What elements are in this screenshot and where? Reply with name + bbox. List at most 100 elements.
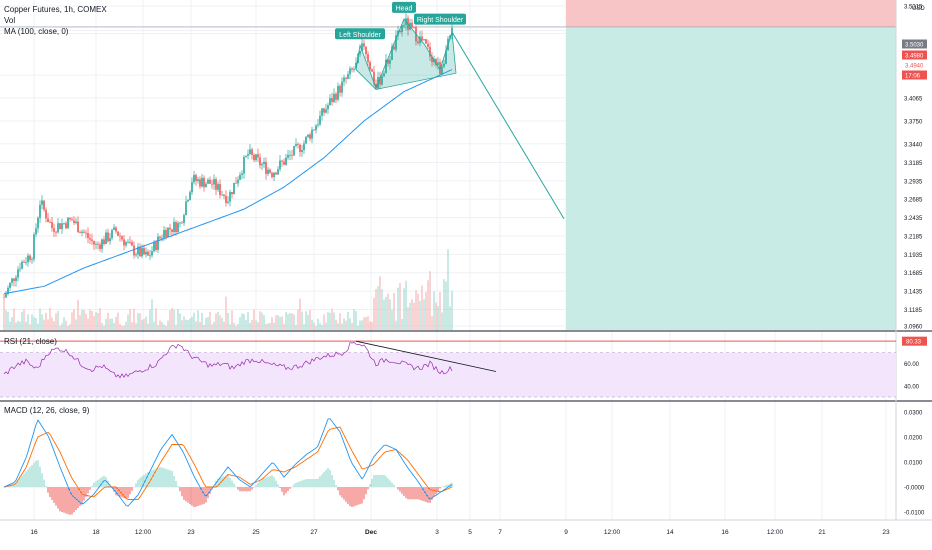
volume-bar [215,313,217,330]
volume-bar [25,321,27,330]
macd-hist-bar [431,487,433,500]
head-shoulders-shape [355,18,457,90]
candle [201,177,203,187]
macd-hist-bar [335,485,337,488]
rsi-badge-bg [902,336,927,346]
macd-hist-bar [265,477,267,488]
candle [71,219,73,221]
macd-hist-bar [45,486,47,488]
volume-bar [173,309,175,330]
volume-bar [373,297,375,330]
time-tick: 21 [818,529,826,536]
volume-bar [279,316,281,330]
price-tick: 3.1185 [904,308,923,314]
macd-hist-bar [369,484,371,488]
candle [25,262,27,264]
volume-bar [101,322,103,330]
volume-bar [321,324,323,330]
volume-bar [59,325,61,330]
macd-hist-bar [237,487,239,490]
rsi-trendline [355,340,497,372]
macd-hist-bar [165,468,167,488]
price-tick: 3.0960 [904,325,923,331]
macd-hist-bar [401,487,403,494]
candle [89,237,91,240]
projection-line [451,31,565,219]
macd-hist-bar [179,487,181,492]
volume-bar [207,317,209,330]
candle [239,174,241,180]
volume-bar [229,324,231,330]
rsi-band [0,352,896,397]
macd-hist-bar [27,469,29,488]
macd-hist-bar [41,473,43,488]
candle [351,68,353,70]
volume-bar [235,325,237,330]
macd-hist-bar [171,471,173,488]
candle [369,61,371,70]
volume-bar [155,308,157,330]
macd-hist-bar [251,487,253,490]
macd-hist-bar [235,486,237,488]
macd-hist-bar [355,487,357,506]
volume-bar [243,314,245,330]
candle [129,241,131,243]
candle [149,255,151,257]
macd-hist-bar [195,487,197,507]
candle [253,154,255,161]
candle [251,149,253,155]
candle [235,182,237,184]
candle [111,229,113,239]
candle [451,27,453,36]
volume-bar [129,308,131,330]
candle [39,204,41,218]
candle [33,234,35,260]
candle [83,231,85,233]
volume-bar [127,314,129,330]
candle [393,46,395,50]
volume-bar [395,320,397,330]
volume-bar [345,320,347,330]
macd-hist-bar [49,487,51,498]
volume-bar [307,314,309,330]
candle [215,179,217,190]
macd-hist-bar [155,468,157,488]
volume-bar [33,317,35,330]
macd-hist-bar [47,487,49,493]
candle [41,200,43,205]
macd-hist-bar [317,478,319,488]
volume-bar [55,313,57,330]
volume-bar [125,321,127,330]
volume-bar [267,323,269,330]
volume-bar [5,310,7,330]
macd-hist-bar [63,487,65,513]
candle [293,145,295,156]
volume-bar [311,319,313,330]
volume-bar [227,312,229,330]
macd-hist-bar [227,475,229,488]
time-tick: 12:00 [135,529,152,536]
candle [389,59,391,64]
macd-hist-bar [271,475,273,488]
volume-bar [331,308,333,330]
candle [179,222,181,224]
macd-hist-bar [101,477,103,488]
volume-bar [407,307,409,330]
volume-bar [359,320,361,330]
macd-hist-bar [257,482,259,488]
volume-bar [29,324,31,330]
macd-hist-bar [309,479,311,488]
volume-bar [157,325,159,330]
macd-hist-bar [205,487,207,503]
candle [29,255,31,260]
macd-hist-bar [103,475,105,488]
volume-bar [147,323,149,330]
macd-hist-bar [167,469,169,488]
volume-bar [309,309,311,330]
volume-bar [377,286,379,330]
candle [301,149,303,153]
volume-bar [189,318,191,330]
macd-hist-bar [345,487,347,502]
candle [391,46,393,60]
